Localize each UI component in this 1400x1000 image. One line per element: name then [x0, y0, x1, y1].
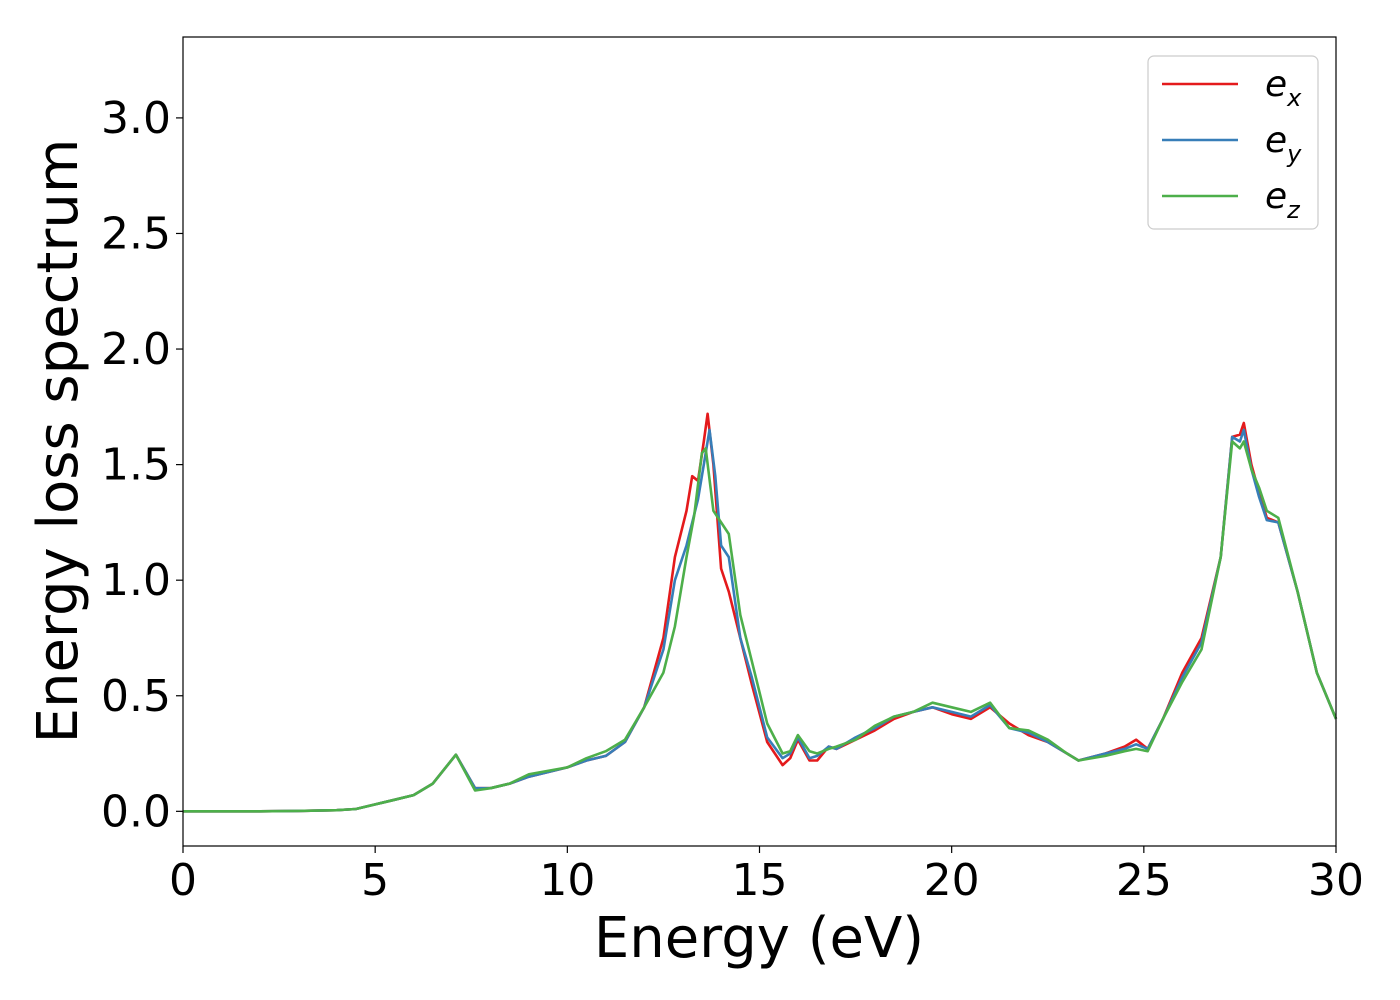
series-lines	[183, 412, 1338, 813]
x-axis-label: Energy (eV)	[594, 906, 924, 971]
series-line-z	[183, 440, 1338, 813]
y-tick-label: 0.5	[101, 671, 171, 722]
x-tick-label: 30	[1308, 855, 1364, 906]
x-axis-ticks: 0 5 10 15 20 25 30	[169, 846, 1364, 906]
y-tick-label: 3.0	[101, 93, 171, 144]
y-tick-label: 0.0	[101, 786, 171, 837]
x-tick-label: 10	[539, 855, 595, 906]
x-tick-label: 0	[169, 855, 197, 906]
y-tick-label: 2.0	[101, 324, 171, 375]
y-axis-ticks: 0.0 0.5 1.0 1.5 2.0 2.5 3.0	[101, 93, 183, 837]
y-tick-label: 1.0	[101, 555, 171, 606]
legend-box	[1147, 55, 1319, 230]
x-tick-label: 20	[924, 855, 980, 906]
x-tick-label: 15	[732, 855, 788, 906]
x-tick-label: 5	[361, 855, 389, 906]
y-axis-label: Energy loss spectrum	[26, 139, 91, 744]
x-tick-label: 25	[1116, 855, 1172, 906]
y-tick-label: 2.5	[101, 208, 171, 259]
y-tick-label: 1.5	[101, 440, 171, 491]
